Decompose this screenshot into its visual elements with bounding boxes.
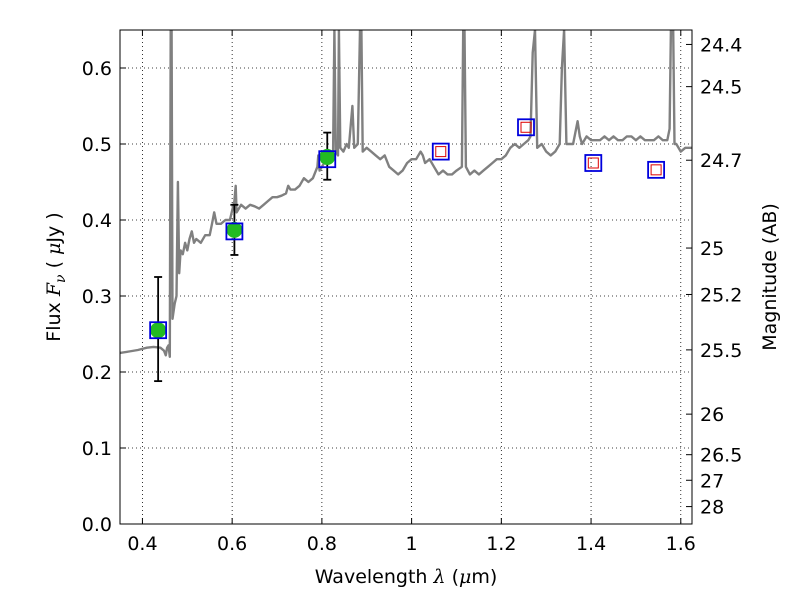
y-axis-label-subscript: ν: [53, 274, 69, 283]
grid-layer: [120, 30, 692, 525]
y-tick-label: 0.2: [82, 362, 112, 384]
x-tick-label: 0.8: [307, 533, 337, 555]
spectrum-line: [120, 30, 692, 358]
x-axis-label-suffix: (: [446, 566, 459, 588]
x-axis-label-symbol: λ: [432, 566, 445, 588]
y2-tick-label: 24.7: [700, 150, 742, 172]
y-axis-label-unit-symbol: μ: [43, 243, 65, 255]
y-axis-label-symbol: F: [43, 282, 65, 297]
model-square: [647, 160, 666, 179]
y2-tick-label: 26: [700, 404, 724, 426]
y2-tick-label: 27: [700, 470, 724, 492]
x-tick-label: 0.4: [127, 533, 157, 555]
x-axis-label-unit-symbol: μ: [459, 566, 471, 588]
model-square: [318, 150, 337, 169]
y-tick-label: 0.6: [82, 58, 112, 80]
model-square: [584, 154, 603, 172]
model-square: [431, 142, 450, 161]
y2-tick-label: 25.2: [700, 284, 742, 306]
y-tick-label: 0.0: [82, 514, 112, 536]
model-square: [149, 321, 168, 340]
y-tick-label: 0.3: [82, 286, 112, 308]
x-tick-label: 1.6: [666, 533, 696, 555]
y-axis-label: Flux Fν ( μJy ): [43, 212, 69, 341]
inner-square: [435, 146, 447, 158]
x-tick-label: 1: [406, 533, 418, 555]
x-axis-label: Wavelength λ (μm): [315, 566, 498, 588]
y2-tick-label: 26.5: [700, 445, 742, 467]
inner-square: [520, 121, 532, 133]
x-tick-label: 0.6: [217, 533, 247, 555]
x-tick-label: 1.2: [486, 533, 516, 555]
x-tick-label: 1.4: [576, 533, 606, 555]
y-tick-label: 0.4: [82, 210, 112, 232]
inner-square: [650, 164, 662, 176]
inner-square: [587, 157, 599, 169]
marker-layer: [149, 118, 666, 383]
x-axis-label-unit-suffix: m): [471, 566, 497, 588]
y2-tick-label: 28: [700, 497, 724, 519]
y-axis-label-unit-suffix: Jy ): [43, 212, 65, 243]
y-tick-label: 0.1: [82, 438, 112, 460]
y2-tick-label: 25.5: [700, 340, 742, 362]
x-axis-label-prefix: Wavelength: [315, 566, 434, 588]
observed-point: [150, 322, 167, 339]
y2-axis-label: Magnitude (AB): [759, 203, 781, 351]
y-tick-label: 0.5: [82, 134, 112, 156]
model-square: [225, 222, 244, 241]
observed-point: [226, 221, 243, 238]
plot-frame: [119, 29, 693, 525]
y2-tick-label: 24.4: [700, 34, 742, 56]
y-axis-label-mid: (: [43, 255, 65, 275]
plot-area: [120, 30, 692, 358]
y2-tick-label: 24.5: [700, 77, 742, 99]
y2-tick-label: 25: [700, 238, 724, 260]
y-axis-label-prefix: Flux: [43, 296, 65, 342]
tick-layer: 0.4 0.6 0.8 1 1.2 1.4 1.6 0.0 0.1 0.2 0.3 0.4 0.5 0.6…: [82, 30, 742, 555]
model-square: [517, 118, 535, 137]
